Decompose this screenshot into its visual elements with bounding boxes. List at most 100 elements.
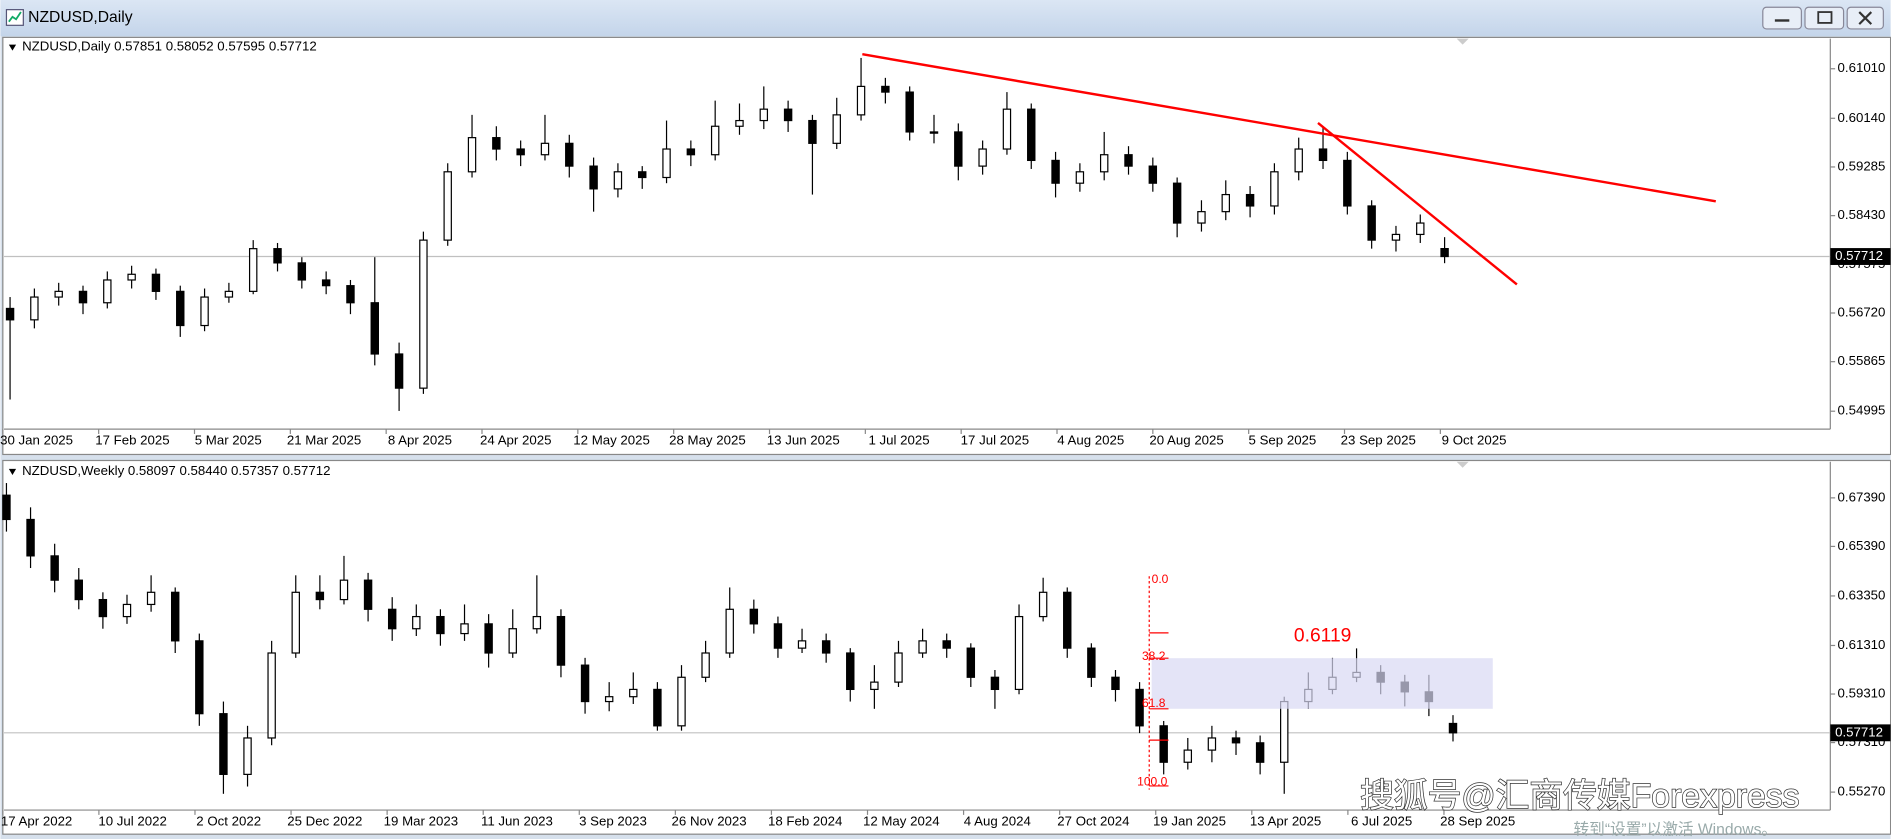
candle-body [146, 591, 156, 606]
watermark: 搜狐号@汇商传媒Forexpress [1360, 777, 1799, 815]
x-tick-label: 27 Oct 2024 [1057, 814, 1129, 829]
x-tick-label: 18 Feb 2024 [768, 814, 842, 829]
candle-body [1318, 148, 1328, 162]
trend-line [1317, 122, 1518, 286]
candle-body [966, 647, 976, 678]
candle-body [248, 248, 258, 292]
candle-body [929, 131, 939, 134]
y-tick-label: 0.54995 [1838, 403, 1886, 418]
y-tick-label: 0.59285 [1838, 158, 1886, 173]
candle-body [556, 615, 566, 666]
candle-body [1207, 737, 1217, 751]
candle-body [580, 664, 590, 703]
candle-body [759, 108, 769, 122]
candle-body [346, 285, 355, 304]
candle-body [273, 248, 282, 264]
x-tick-label: 13 Apr 2025 [1250, 814, 1321, 829]
candle-body [315, 591, 325, 601]
y-tick-label: 0.55270 [1838, 784, 1886, 799]
candle-body [224, 290, 234, 298]
candle-body [725, 608, 734, 654]
x-tick-label: 11 Jun 2023 [481, 814, 553, 829]
candle-body [821, 640, 831, 654]
candle-body [460, 623, 469, 635]
x-tick-label: 10 Jul 2022 [98, 814, 167, 829]
candle-body [151, 273, 161, 292]
candle-body [1099, 154, 1109, 173]
candle-body [200, 296, 209, 327]
candle-body [749, 608, 759, 625]
candle-body [443, 171, 452, 241]
candle-body [1063, 591, 1072, 649]
candle-body [540, 142, 550, 156]
shift-marker [1456, 38, 1469, 45]
candle-body [1343, 159, 1352, 207]
last-price-box [1830, 248, 1891, 265]
last-price-label: 0.57712 [1835, 724, 1883, 739]
candle-body [1148, 165, 1158, 184]
candle-body [195, 640, 204, 715]
candle-body [1075, 171, 1085, 184]
chart-marks: NZDUSD,Daily 0.57851 0.58052 0.57595 0.5… [0, 39, 1891, 829]
x-tick-label: 23 Sep 2025 [1341, 433, 1416, 448]
candle-body [797, 640, 807, 649]
candle-body [710, 125, 720, 156]
panel-menu-arrow[interactable] [8, 468, 17, 475]
candle-body [170, 591, 180, 642]
candle-body [881, 85, 890, 93]
candle-body [1391, 233, 1401, 241]
candle-body [30, 296, 39, 321]
candle-body [387, 608, 397, 630]
x-tick-label: 19 Mar 2023 [384, 814, 458, 829]
candle-body [297, 262, 307, 281]
candle-body [1087, 647, 1096, 678]
candle-body [1027, 108, 1036, 162]
candle-body [1221, 193, 1230, 213]
candle-body [846, 652, 855, 691]
panel-menu-arrow[interactable] [8, 44, 17, 51]
candle-body [267, 652, 276, 739]
fib-label: 100.0 [1137, 775, 1167, 789]
candle-body [321, 279, 331, 287]
candle-body [773, 623, 783, 649]
candle-body [1172, 182, 1182, 224]
x-tick-label: 9 Oct 2025 [1442, 433, 1507, 448]
candle-body [103, 279, 112, 304]
candle-body [808, 119, 817, 144]
candle-body [1111, 676, 1120, 691]
x-tick-label: 20 Aug 2025 [1149, 433, 1223, 448]
candle-body [1448, 722, 1458, 734]
candle-body [50, 555, 59, 581]
last-price-box [1830, 724, 1891, 742]
maximize-button[interactable] [1804, 6, 1845, 30]
fib-label: 0.0 [1152, 572, 1169, 586]
candle-body [856, 85, 866, 116]
x-tick-label: 24 Apr 2025 [480, 433, 551, 448]
minimize-button[interactable] [1762, 6, 1802, 30]
y-tick-label: 0.59310 [1838, 686, 1886, 701]
candle-body [1038, 591, 1048, 618]
x-tick-label: 26 Nov 2023 [672, 814, 747, 829]
candle-body [78, 290, 88, 304]
candle-body [363, 579, 373, 610]
y-tick-label: 0.56720 [1838, 304, 1886, 319]
x-tick-label: 28 May 2025 [669, 433, 746, 448]
candle-body [5, 307, 15, 321]
trend-line [862, 53, 1716, 203]
x-tick-label: 5 Sep 2025 [1249, 433, 1317, 448]
candle-body [613, 171, 623, 190]
candle-body [638, 171, 647, 179]
candle-body [492, 137, 501, 150]
candle-body [467, 137, 477, 173]
candle-body [1159, 725, 1168, 763]
candle-body [905, 91, 914, 133]
candle-body [735, 119, 744, 127]
candle-body [419, 239, 428, 389]
x-tick-label: 17 Jul 2025 [961, 433, 1030, 448]
candle-body [1367, 205, 1376, 241]
x-tick-label: 17 Feb 2025 [95, 433, 169, 448]
fib-label: 61.8 [1142, 696, 1166, 710]
y-tick-label: 0.67390 [1838, 489, 1886, 504]
candle-body [870, 681, 879, 691]
window-title: NZDUSD,Daily [28, 9, 133, 26]
